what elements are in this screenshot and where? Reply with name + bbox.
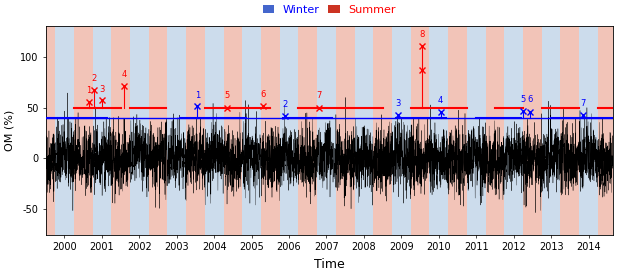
Bar [111,26,130,235]
Bar [186,26,205,235]
Text: 6: 6 [260,90,265,99]
Bar [560,26,579,235]
Text: 7: 7 [317,91,321,100]
Text: 1: 1 [195,91,200,100]
Text: 2: 2 [92,74,97,83]
Bar [299,26,317,235]
Y-axis label: OM (%): OM (%) [4,110,14,151]
Text: 5: 5 [225,91,230,100]
Text: 1: 1 [86,86,91,95]
Bar [336,26,355,235]
Text: 4: 4 [122,70,127,79]
Text: 8: 8 [419,30,424,39]
Bar [74,26,93,235]
Bar [598,26,613,235]
X-axis label: Time: Time [314,258,345,271]
Bar [149,26,167,235]
Legend: Winter, Summer: Winter, Summer [263,5,396,15]
Bar [523,26,542,235]
Bar [373,26,392,235]
Bar [411,26,429,235]
Bar [223,26,242,235]
Bar [448,26,467,235]
Text: 6: 6 [528,95,533,104]
Bar [261,26,280,235]
Text: 3: 3 [99,85,104,94]
Text: 3: 3 [395,98,400,108]
Text: 7: 7 [580,98,586,108]
Bar [46,26,55,235]
Text: 2: 2 [283,100,288,109]
Bar [486,26,504,235]
Text: 4: 4 [438,97,443,106]
Text: 5: 5 [520,95,526,104]
